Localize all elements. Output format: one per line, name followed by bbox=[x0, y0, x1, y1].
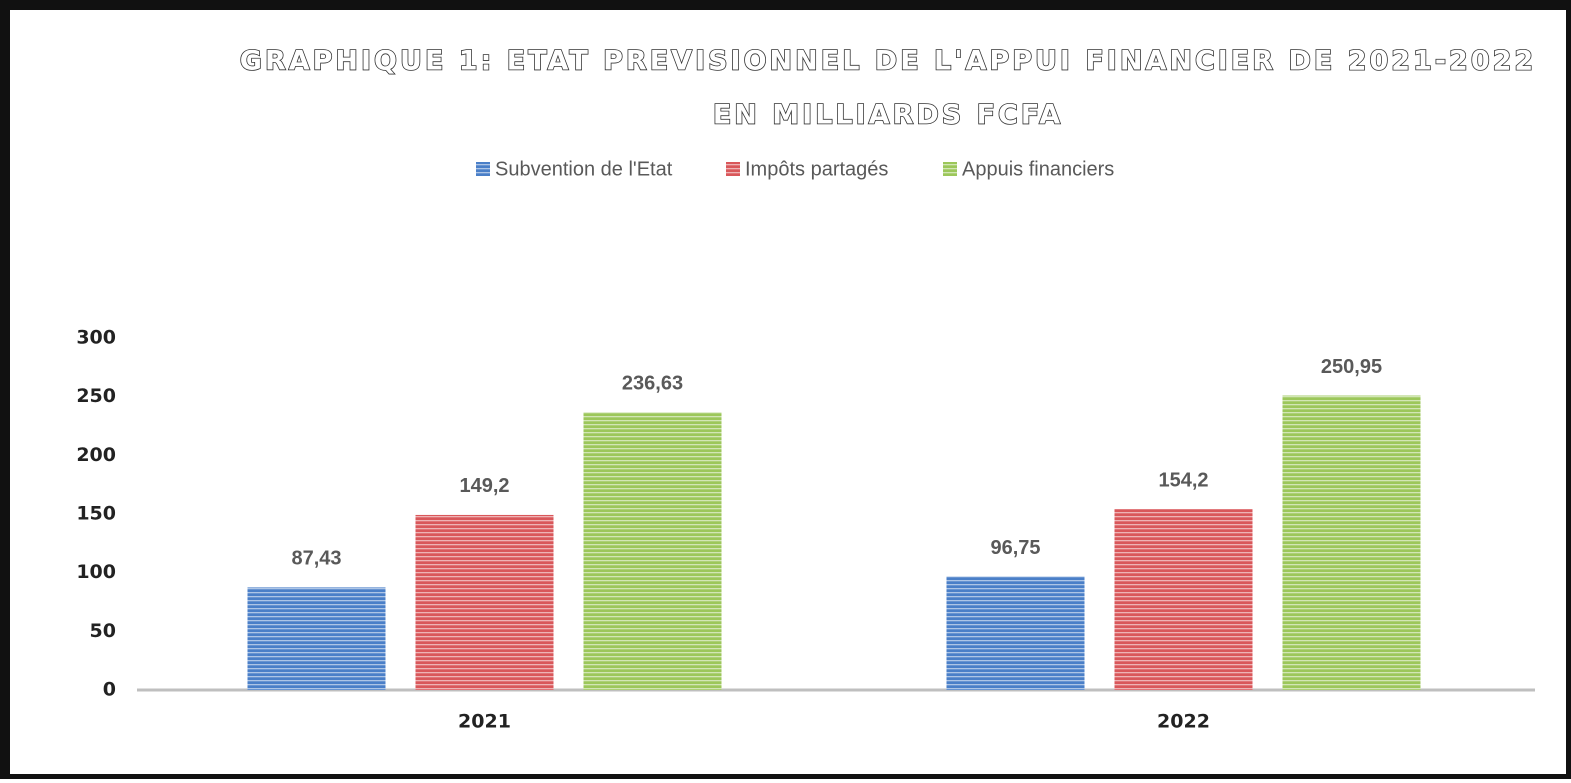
bar bbox=[247, 587, 386, 690]
bar bbox=[583, 412, 722, 690]
legend-swatch bbox=[726, 162, 740, 176]
y-tick-label: 250 bbox=[76, 385, 116, 407]
x-tick-label: 2022 bbox=[1157, 711, 1210, 733]
y-tick-label: 300 bbox=[76, 327, 116, 349]
bar bbox=[415, 514, 554, 690]
value-label: 154,2 bbox=[1158, 469, 1208, 491]
y-tick-label: 100 bbox=[76, 561, 116, 583]
bar bbox=[1282, 395, 1421, 690]
legend-label: Appuis financiers bbox=[962, 158, 1114, 180]
x-tick-label: 2021 bbox=[458, 711, 511, 733]
legend-label: Subvention de l'Etat bbox=[495, 158, 673, 180]
value-label: 236,63 bbox=[622, 373, 683, 395]
value-label: 96,75 bbox=[990, 537, 1040, 559]
bar bbox=[946, 576, 1085, 690]
legend-swatch bbox=[943, 162, 957, 176]
y-tick-label: 150 bbox=[76, 503, 116, 525]
value-label: 250,95 bbox=[1321, 356, 1382, 378]
value-label: 149,2 bbox=[459, 475, 509, 497]
legend-label: Impôts partagés bbox=[745, 158, 888, 180]
y-tick-label: 200 bbox=[76, 444, 116, 466]
bar bbox=[1114, 509, 1253, 690]
chart-title: GRAPHIQUE 1: ETAT PREVISIONNEL DE L'APPU… bbox=[240, 46, 1536, 77]
y-tick-label: 0 bbox=[103, 679, 116, 701]
chart-title: EN MILLIARDS FCFA bbox=[713, 100, 1063, 131]
legend-swatch bbox=[476, 162, 490, 176]
y-tick-label: 50 bbox=[90, 620, 116, 642]
value-label: 87,43 bbox=[291, 548, 341, 570]
